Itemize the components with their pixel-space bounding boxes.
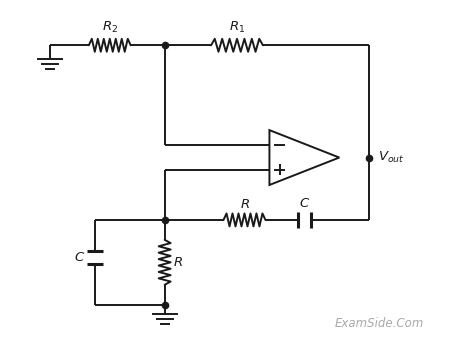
- Text: $R_2$: $R_2$: [102, 20, 118, 35]
- Text: $R$: $R$: [173, 256, 182, 269]
- Text: $V_{out}$: $V_{out}$: [378, 150, 404, 165]
- Text: $C$: $C$: [299, 197, 310, 210]
- Text: $R_1$: $R_1$: [229, 20, 245, 35]
- Text: $R$: $R$: [239, 198, 249, 211]
- Text: ExamSide.Com: ExamSide.Com: [335, 317, 424, 330]
- Text: $C$: $C$: [73, 251, 85, 264]
